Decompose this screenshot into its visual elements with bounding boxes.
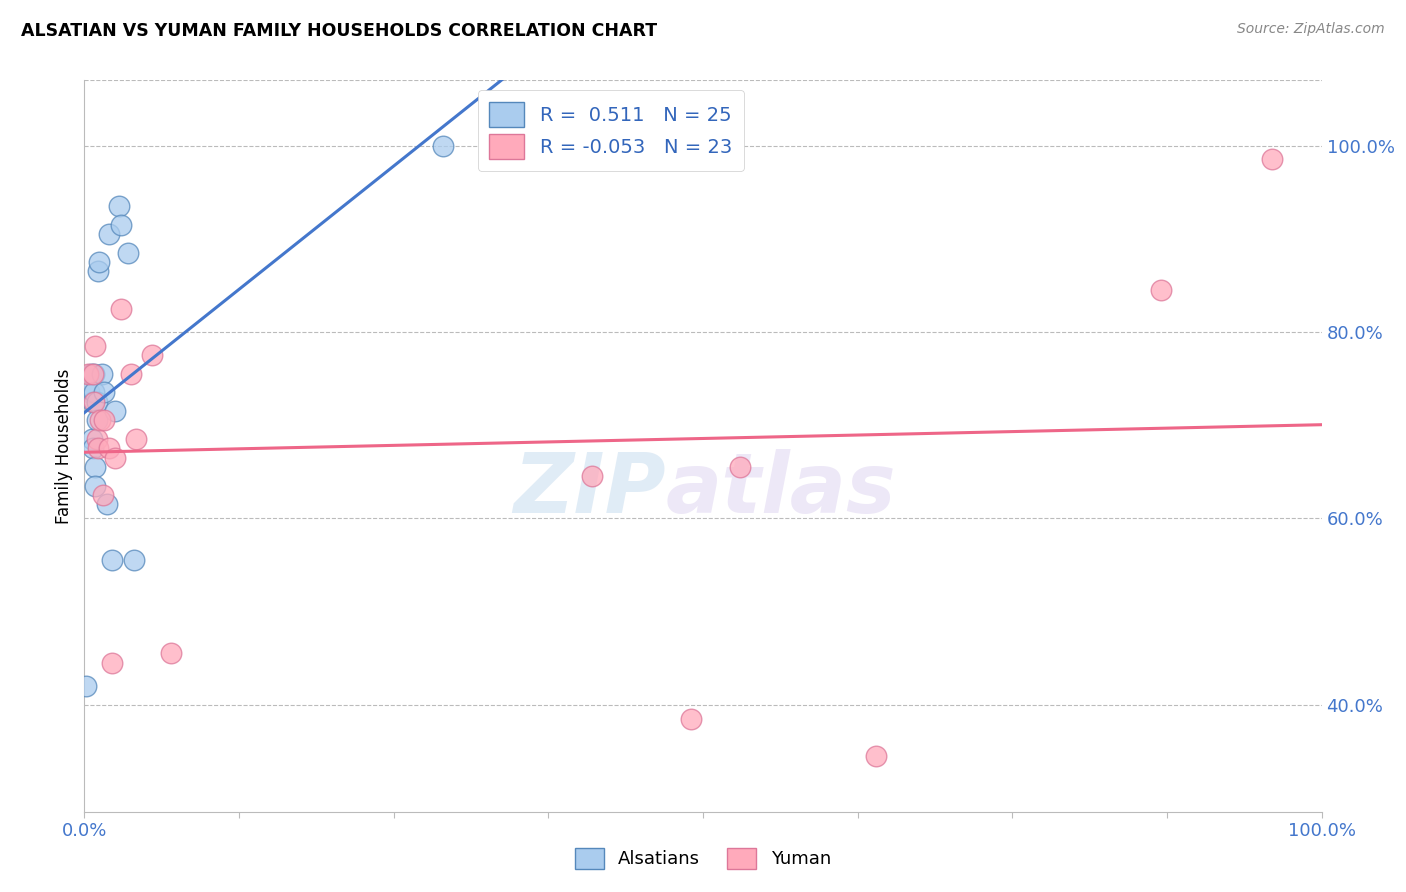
Point <box>84 478 107 492</box>
Point <box>679 712 702 726</box>
Point <box>98 442 121 456</box>
Point <box>80 432 103 446</box>
Point <box>98 227 121 241</box>
Point <box>581 469 603 483</box>
Point <box>86 413 108 427</box>
Point <box>82 367 104 381</box>
Point <box>100 656 122 670</box>
Point <box>93 413 115 427</box>
Point <box>104 450 127 465</box>
Text: atlas: atlas <box>666 450 897 531</box>
Point <box>89 413 111 427</box>
Point <box>1261 153 1284 167</box>
Point <box>83 394 105 409</box>
Point <box>728 460 751 475</box>
Point <box>79 385 101 400</box>
Point <box>96 497 118 511</box>
Point <box>86 432 108 446</box>
Point <box>82 394 104 409</box>
Point <box>865 748 887 763</box>
Point <box>75 679 97 693</box>
Point <box>108 199 131 213</box>
Point <box>87 264 110 278</box>
Text: Source: ZipAtlas.com: Source: ZipAtlas.com <box>1237 22 1385 37</box>
Point <box>82 442 104 456</box>
Point <box>432 138 454 153</box>
Point <box>84 460 107 475</box>
Point <box>90 367 112 381</box>
Point <box>120 367 142 381</box>
Y-axis label: Family Households: Family Households <box>55 368 73 524</box>
Point <box>86 394 108 409</box>
Legend: Alsatians, Yuman: Alsatians, Yuman <box>568 840 838 876</box>
Point <box>104 404 127 418</box>
Point <box>93 385 115 400</box>
Text: ALSATIAN VS YUMAN FAMILY HOUSEHOLDS CORRELATION CHART: ALSATIAN VS YUMAN FAMILY HOUSEHOLDS CORR… <box>21 22 657 40</box>
Point <box>110 218 132 232</box>
Point <box>125 432 148 446</box>
Point <box>110 301 132 316</box>
Point <box>84 339 107 353</box>
Point <box>77 367 100 381</box>
Point <box>1150 283 1173 297</box>
Point <box>100 553 122 567</box>
Point <box>117 245 139 260</box>
Point <box>160 646 183 660</box>
Point <box>87 442 110 456</box>
Point <box>141 348 163 362</box>
Point <box>83 367 105 381</box>
Point <box>79 367 101 381</box>
Text: ZIP: ZIP <box>513 450 666 531</box>
Point <box>122 553 145 567</box>
Point <box>83 385 105 400</box>
Point <box>91 488 114 502</box>
Point <box>89 255 111 269</box>
